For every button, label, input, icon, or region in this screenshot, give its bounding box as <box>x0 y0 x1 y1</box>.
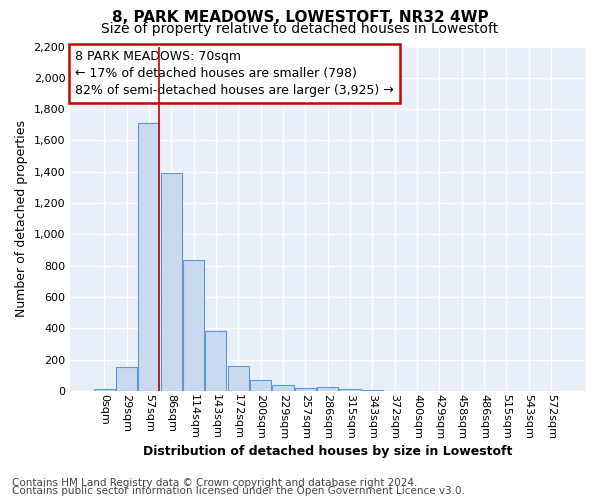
Text: 8 PARK MEADOWS: 70sqm
← 17% of detached houses are smaller (798)
82% of semi-det: 8 PARK MEADOWS: 70sqm ← 17% of detached … <box>76 50 394 97</box>
Bar <box>183 260 204 391</box>
Bar <box>205 330 226 391</box>
Bar <box>340 390 361 391</box>
Bar <box>227 366 249 391</box>
Bar <box>295 388 316 391</box>
Bar <box>317 387 338 391</box>
Bar <box>116 367 137 391</box>
Bar <box>272 385 293 391</box>
Bar <box>161 172 182 391</box>
X-axis label: Distribution of detached houses by size in Lowestoft: Distribution of detached houses by size … <box>143 444 512 458</box>
Bar <box>362 390 383 391</box>
Text: Contains HM Land Registry data © Crown copyright and database right 2024.: Contains HM Land Registry data © Crown c… <box>12 478 418 488</box>
Bar <box>138 123 160 391</box>
Y-axis label: Number of detached properties: Number of detached properties <box>15 120 28 318</box>
Text: Contains public sector information licensed under the Open Government Licence v3: Contains public sector information licen… <box>12 486 465 496</box>
Bar <box>94 388 115 391</box>
Text: Size of property relative to detached houses in Lowestoft: Size of property relative to detached ho… <box>101 22 499 36</box>
Text: 8, PARK MEADOWS, LOWESTOFT, NR32 4WP: 8, PARK MEADOWS, LOWESTOFT, NR32 4WP <box>112 10 488 25</box>
Bar <box>250 380 271 391</box>
